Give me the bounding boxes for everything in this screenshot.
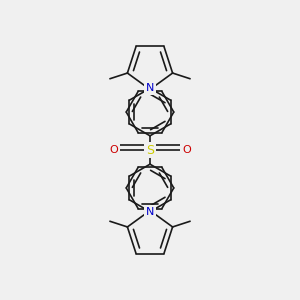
Text: O: O	[182, 145, 191, 155]
Text: O: O	[109, 145, 118, 155]
Text: N: N	[146, 207, 154, 217]
Text: N: N	[146, 83, 154, 93]
Text: S: S	[146, 143, 154, 157]
